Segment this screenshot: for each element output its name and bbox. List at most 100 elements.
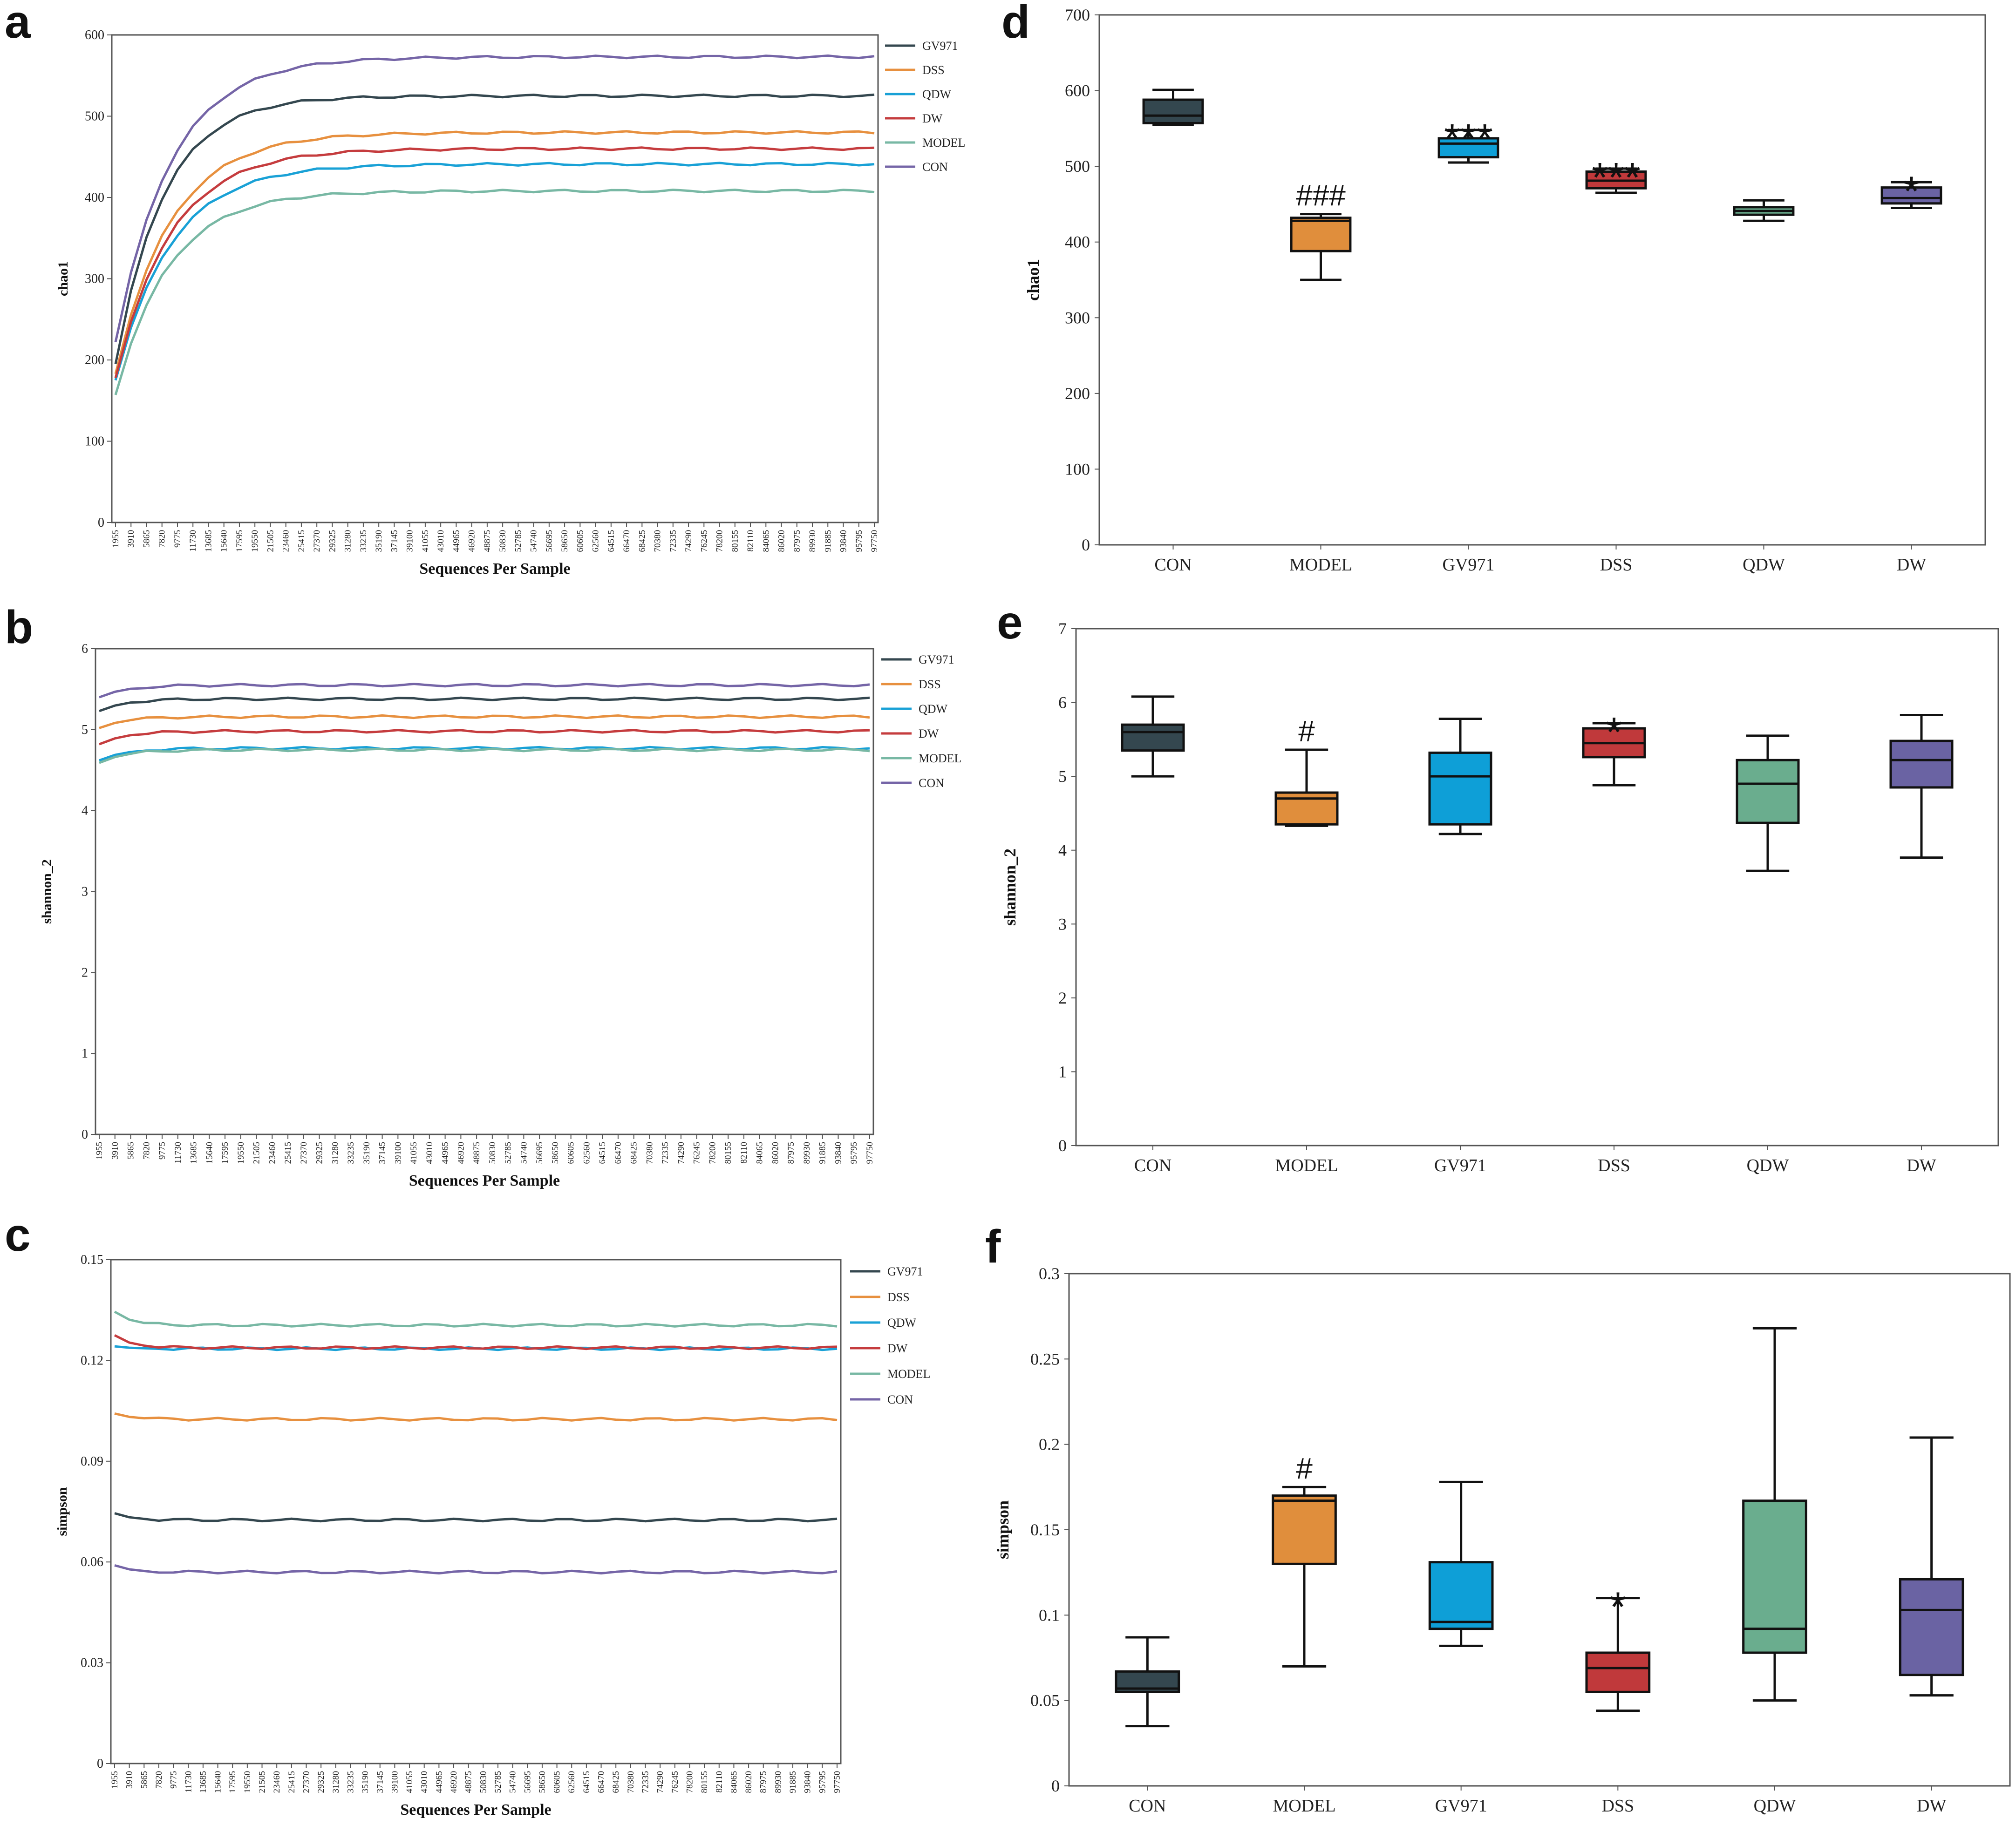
- y-tick-label: 0.25: [1030, 1350, 1060, 1368]
- significance-dss: *: [1610, 1584, 1626, 1631]
- x-tick-label: 82110: [739, 1142, 749, 1164]
- x-tick-label: 23460: [281, 530, 291, 552]
- x-tick-label: 60605: [566, 1142, 576, 1164]
- series-line-dss: [99, 714, 870, 729]
- x-tick-label: 35190: [362, 1142, 372, 1164]
- x-tick-label: QDW: [1754, 1796, 1796, 1816]
- plot-frame-a: [111, 34, 879, 523]
- x-tick-label: 44965: [441, 1142, 450, 1164]
- x-tick-label: 7820: [142, 1142, 151, 1160]
- x-tick-label: 35190: [361, 1771, 370, 1793]
- series-line-gv971: [114, 93, 875, 365]
- x-tick-label: 37145: [389, 530, 399, 552]
- x-tick-label: 95795: [849, 1142, 859, 1164]
- x-tick-label: 70380: [645, 1142, 654, 1164]
- legend-label-qdw: QDW: [887, 1316, 917, 1330]
- y-tick-label: 0: [82, 1127, 88, 1142]
- x-tick-label: 89930: [773, 1771, 783, 1793]
- x-tick-label: DSS: [1600, 555, 1633, 575]
- x-tick-label: 41055: [405, 1771, 415, 1793]
- y-tick-label: 3: [1058, 915, 1067, 933]
- x-tick-label: 52785: [493, 1771, 503, 1793]
- x-tick-label: 21505: [252, 1142, 262, 1164]
- y-tick-label: 0.06: [81, 1555, 103, 1569]
- x-tick-label: 15640: [219, 530, 229, 552]
- x-tick-label: 13685: [204, 530, 213, 552]
- x-tick-label: 68425: [637, 530, 647, 552]
- x-tick-label: 37145: [378, 1142, 388, 1164]
- y-axis-label: chao1: [1024, 259, 1042, 301]
- x-tick-label: 7820: [157, 530, 167, 548]
- x-tick-label: 39100: [405, 530, 415, 552]
- x-tick-label: 87975: [786, 1142, 796, 1164]
- y-axis-label: simpson: [994, 1500, 1012, 1559]
- x-tick-label: 21505: [258, 1771, 267, 1793]
- y-tick-label: 0.03: [81, 1656, 103, 1670]
- x-tick-label: 5865: [126, 1142, 136, 1160]
- legend-label-gv971: GV971: [922, 39, 958, 53]
- x-tick-label: 29325: [327, 530, 337, 552]
- y-tick-label: 0: [98, 516, 104, 530]
- x-tick-label: QDW: [1743, 555, 1785, 575]
- x-tick-label: 58650: [538, 1771, 547, 1793]
- x-tick-label: 48875: [464, 1771, 474, 1793]
- x-tick-label: 33235: [346, 1771, 355, 1793]
- x-tick-label: 50830: [498, 530, 508, 552]
- series-line-gv971: [99, 696, 870, 712]
- x-tick-label: 62560: [567, 1771, 577, 1793]
- plot-frame-c: [110, 1259, 842, 1764]
- significance-dss: *: [1606, 709, 1622, 756]
- y-tick-label: 1: [82, 1046, 88, 1061]
- line-chart-c: 0 0.03 0.06 0.09 0.12 0.15 1955 3910 5865 7820 977…: [54, 1253, 930, 1818]
- x-tick-label: 87975: [792, 530, 802, 552]
- x-tick-label: 19550: [243, 1771, 252, 1793]
- box-dss: [1585, 1651, 1651, 1693]
- x-tick-label: 76245: [670, 1771, 680, 1793]
- x-tick-label: CON: [1154, 555, 1192, 575]
- x-tick-label: 76245: [699, 530, 709, 552]
- x-tick-label: 58650: [560, 530, 570, 552]
- box-qdw: [1736, 759, 1800, 824]
- x-tick-label: GV971: [1435, 1796, 1487, 1816]
- y-tick-label: 500: [1065, 157, 1090, 176]
- y-tick-label: 4: [82, 804, 88, 818]
- x-tick-label: 46920: [467, 530, 477, 552]
- x-tick-label: 56695: [523, 1771, 532, 1793]
- x-tick-label: 17595: [235, 530, 245, 552]
- legend-label-qdw: QDW: [922, 88, 952, 101]
- legend-label-dw: DW: [922, 112, 943, 125]
- box-chart-e: 0 1 2 3 4 5 6 7 CON MODEL GV971 DSS QDW DW shannon_2 # *: [1001, 619, 1999, 1175]
- significance-gv971: ***: [1444, 116, 1493, 163]
- x-tick-label: 78200: [715, 530, 725, 552]
- x-tick-label: 17595: [228, 1771, 238, 1793]
- y-axis-label: simpson: [54, 1487, 70, 1536]
- x-tick-label: 72335: [668, 530, 678, 552]
- x-tick-label: 76245: [692, 1142, 702, 1164]
- legend-label-model: MODEL: [922, 136, 965, 149]
- y-tick-label: 200: [85, 353, 104, 367]
- x-tick-label: 21505: [266, 530, 275, 552]
- panel-letter-a: a: [5, 0, 31, 48]
- x-tick-label: 74290: [676, 1142, 686, 1164]
- y-tick-label: 5: [1058, 767, 1067, 786]
- series-line-model: [99, 747, 870, 764]
- series-line-dss: [114, 130, 875, 374]
- x-tick-label: 54740: [508, 1771, 518, 1793]
- x-tick-label: 13685: [198, 1771, 208, 1793]
- x-tick-label: 43010: [436, 530, 446, 552]
- x-tick-label: 70380: [626, 1771, 636, 1793]
- x-tick-label: GV971: [1434, 1156, 1486, 1175]
- x-tick-label: 39100: [390, 1771, 400, 1793]
- x-tick-label: 62560: [582, 1142, 592, 1164]
- x-tick-label: 1955: [111, 530, 121, 548]
- series-line-con: [114, 1564, 838, 1574]
- y-tick-label: 400: [1065, 233, 1090, 251]
- x-tick-label: 50830: [488, 1142, 497, 1164]
- x-axis-label: Sequences Per Sample: [400, 1801, 551, 1818]
- x-tick-label: 9775: [173, 530, 183, 548]
- y-tick-label: 600: [85, 28, 104, 42]
- x-tick-label: 27370: [301, 1771, 311, 1793]
- box-dw: [1889, 739, 1954, 789]
- y-tick-label: 0.1: [1039, 1606, 1060, 1624]
- plot-frame-b: [95, 648, 874, 1135]
